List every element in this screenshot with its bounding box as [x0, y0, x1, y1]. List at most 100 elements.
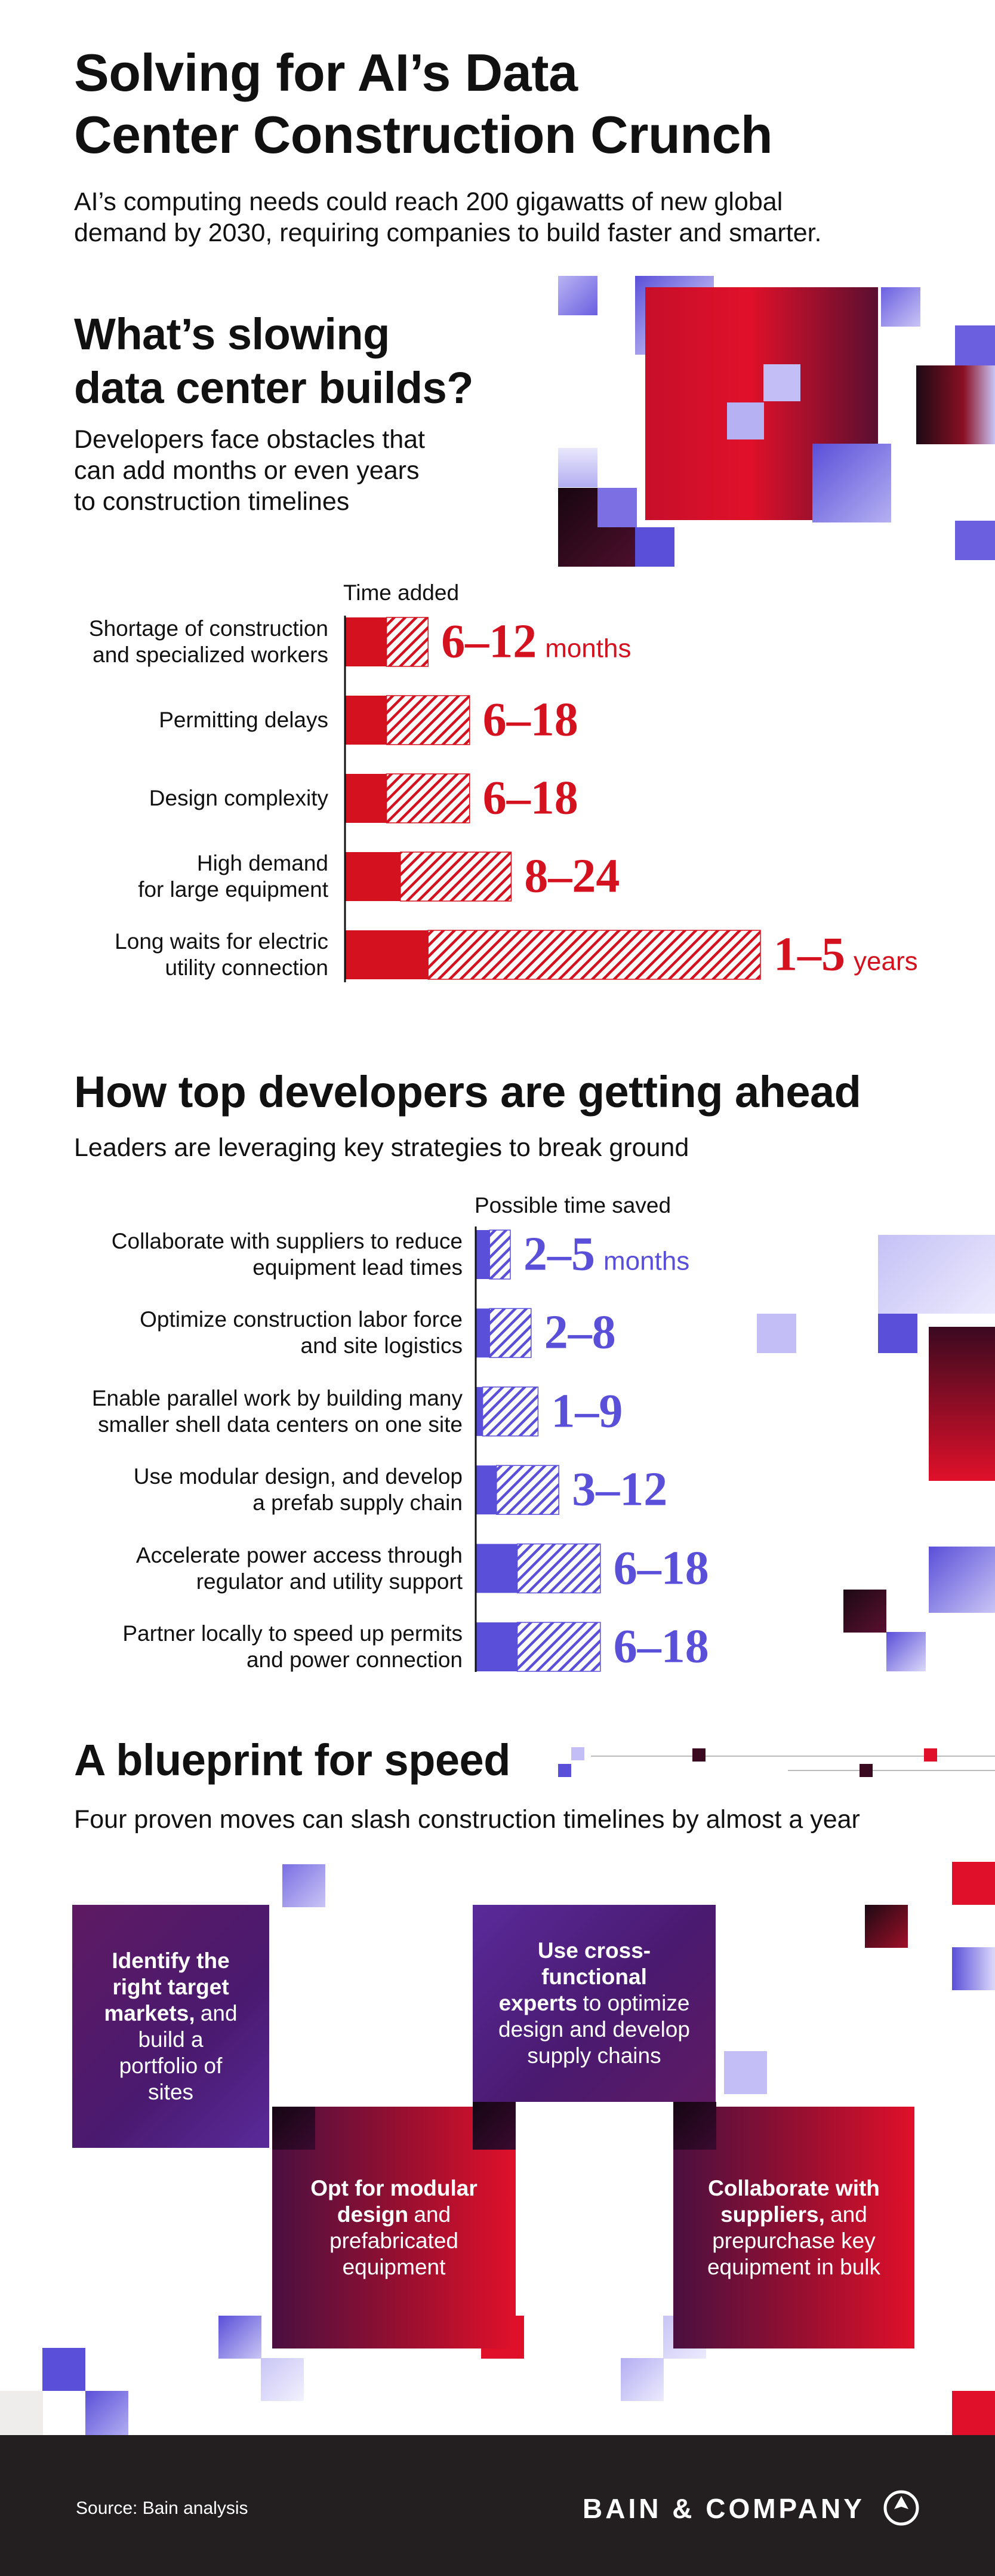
- section-subtitle: Four proven moves can slash construction…: [74, 1805, 860, 1834]
- bar-base: [476, 1387, 483, 1436]
- category-label: Partner locally to speed up permits and …: [122, 1621, 463, 1672]
- deco-square: [673, 2102, 716, 2150]
- move-bold: Use cross-functional experts: [498, 1938, 651, 2015]
- value-number: 6–18: [613, 1620, 709, 1673]
- value-label: 3–12: [572, 1463, 667, 1517]
- brand: BAIN & COMPANY: [583, 2493, 865, 2524]
- deco-square: [929, 1547, 995, 1613]
- move-text: Use cross-functional experts to optimize …: [497, 1938, 692, 2069]
- bar-base: [476, 1465, 497, 1515]
- move-card: Use cross-functional experts to optimize …: [473, 1905, 716, 2102]
- bar-range: [386, 773, 470, 823]
- move-text: Collaborate with suppliers, and prepurcha…: [697, 2175, 891, 2280]
- bar-range: [516, 1543, 601, 1594]
- deco-square: [860, 1764, 873, 1777]
- category-label: High demand for large equipment: [138, 851, 328, 902]
- deco-line: [591, 1756, 995, 1757]
- section-subtitle: Leaders are leveraging key strategies to…: [74, 1133, 689, 1162]
- bar-range: [496, 1465, 559, 1515]
- deco-square: [558, 448, 597, 487]
- bar-range: [386, 617, 429, 667]
- bar-base: [345, 696, 387, 745]
- page-subtitle: AI’s computing needs could reach 200 gig…: [74, 187, 822, 247]
- source-note: Source: Bain analysis: [76, 2498, 248, 2518]
- bar-base: [476, 1544, 517, 1593]
- bar-base: [345, 617, 387, 666]
- move-text: Opt for modular design and prefabricated …: [296, 2175, 492, 2280]
- deco-line: [788, 1770, 995, 1771]
- deco-square: [952, 2391, 995, 2435]
- value-label: 6–18: [483, 771, 578, 826]
- deco-square: [757, 1314, 796, 1353]
- value-number: 6–12: [441, 615, 537, 668]
- value-number: 6–18: [482, 693, 578, 746]
- category-label: Enable parallel work by building many sm…: [91, 1385, 463, 1437]
- footer: Source: Bain analysis BAIN & COMPANY: [0, 2435, 995, 2576]
- bar-range: [516, 1622, 601, 1672]
- move-rest: to optimize design and develop supply ch…: [498, 1991, 690, 2068]
- section-subtitle: Developers face obstacles that can add m…: [74, 425, 425, 516]
- deco-square: [692, 1748, 706, 1762]
- value-label: 2–5 months: [523, 1228, 689, 1282]
- deco-square: [85, 2391, 128, 2435]
- category-label: Collaborate with suppliers to reduce equ…: [111, 1229, 463, 1280]
- deco-square: [261, 2358, 304, 2401]
- section-title: What’s slowing data center builds?: [74, 309, 473, 413]
- move-rest: and prefabricated equipment: [329, 2202, 458, 2279]
- value-unit: months: [545, 634, 631, 663]
- deco-square: [282, 1864, 325, 1907]
- deco-square: [955, 521, 995, 560]
- value-number: 6–18: [613, 1542, 709, 1595]
- deco-square: [929, 1327, 995, 1481]
- deco-square: [621, 2358, 664, 2401]
- bar-base: [345, 852, 401, 901]
- value-unit: months: [603, 1246, 690, 1276]
- deco-square: [878, 1314, 917, 1353]
- bar-base: [345, 930, 429, 979]
- move-text: Identify the right target markets, and bu…: [96, 1948, 245, 2105]
- deco-square: [955, 325, 995, 365]
- bar-range: [386, 695, 470, 745]
- bar-range: [489, 1308, 532, 1358]
- category-label: Use modular design, and develop a prefab…: [133, 1464, 463, 1516]
- value-label: 6–12 months: [441, 615, 631, 669]
- value-number: 2–8: [544, 1306, 616, 1359]
- bar-base: [476, 1622, 517, 1671]
- category-label: Permitting delays: [159, 708, 328, 732]
- move-bold: Opt for modular design: [310, 2175, 478, 2227]
- category-label: Design complexity: [149, 786, 328, 810]
- deco-square: [952, 1947, 995, 1990]
- category-label: Optimize construction labor force and si…: [140, 1307, 463, 1358]
- deco-square: [42, 2348, 85, 2391]
- value-number: 2–5: [523, 1228, 595, 1281]
- deco-square: [865, 1905, 908, 1948]
- value-label: 8–24: [524, 850, 620, 904]
- value-number: 3–12: [572, 1463, 668, 1516]
- deco-square: [571, 1747, 584, 1760]
- bar-base: [476, 1308, 490, 1358]
- value-label: 1–9: [551, 1384, 623, 1438]
- axis-label: Possible time saved: [475, 1193, 671, 1218]
- deco-square: [916, 365, 995, 444]
- deco-square: [724, 2051, 767, 2094]
- bar-range: [482, 1387, 539, 1437]
- value-label: 6–18: [614, 1541, 709, 1596]
- value-number: 8–24: [524, 850, 620, 903]
- value-number: 6–18: [482, 771, 578, 825]
- value-label: 6–18: [483, 693, 578, 748]
- deco-square: [558, 276, 597, 315]
- deco-square: [763, 364, 800, 401]
- move-rest: and prepurchase key equipment in bulk: [707, 2202, 881, 2279]
- deco-square: [272, 2107, 315, 2150]
- deco-square: [881, 287, 920, 327]
- bar-base: [476, 1230, 490, 1279]
- move-bold: Collaborate with suppliers,: [708, 2175, 880, 2227]
- section-title: How top developers are getting ahead: [74, 1067, 861, 1117]
- category-label: Accelerate power access through regulato…: [135, 1542, 463, 1594]
- value-unit: years: [854, 946, 918, 976]
- deco-square: [843, 1590, 886, 1633]
- deco-square: [727, 402, 764, 439]
- brand-logo: [883, 2490, 919, 2526]
